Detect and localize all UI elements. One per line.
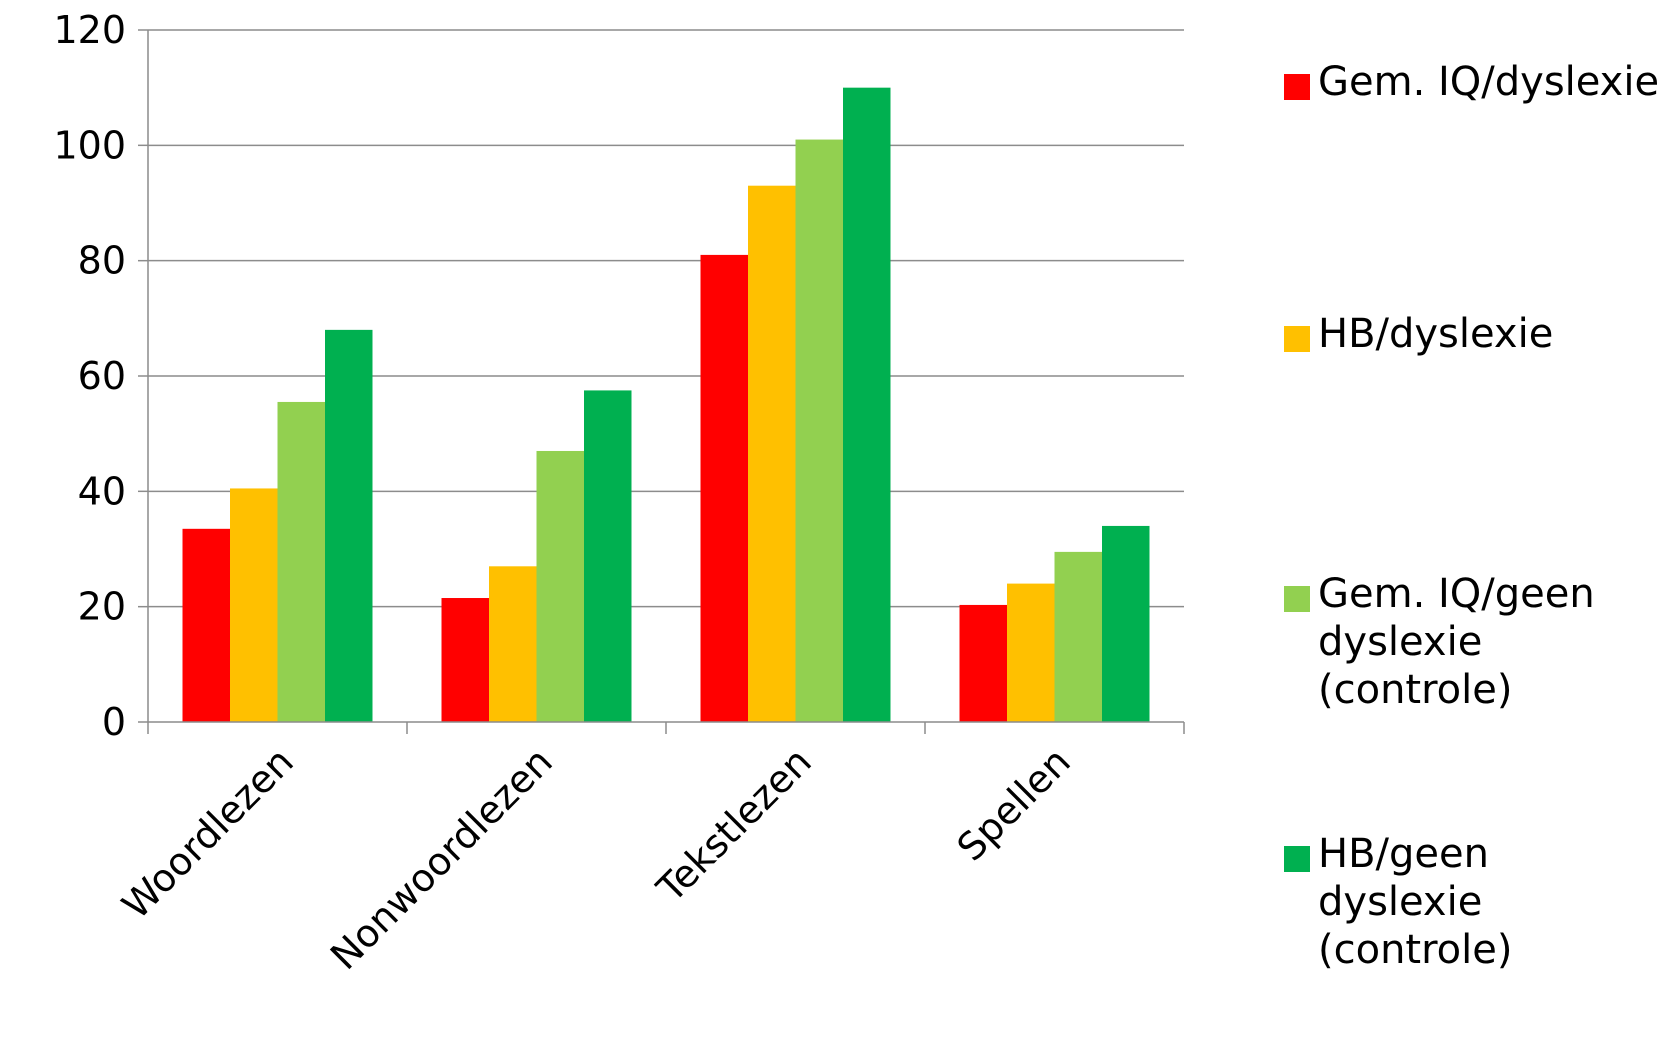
bar-spellen-series-1 <box>959 604 1007 722</box>
legend-item-gem-iq-dyslexie: Gem. IQ/dyslexie <box>1284 58 1664 106</box>
y-tick-label-0: 0 <box>102 700 126 744</box>
bar-tekstlezen-series-1 <box>700 254 748 722</box>
legend-item-hb-dyslexie: HB/dyslexie <box>1284 310 1664 358</box>
legend-item-gem-iq-geen-dyslexie: Gem. IQ/geen dyslexie (controle) <box>1284 570 1664 714</box>
x-category-label-tekstlezen: Tekstlezen <box>648 739 820 911</box>
bar-nonwoordlezen-series-2 <box>489 566 537 722</box>
y-tick-label-20: 20 <box>78 585 126 629</box>
y-tick-label-60: 60 <box>78 354 126 398</box>
legend-label-hb-dyslexie: HB/dyslexie <box>1318 311 1554 357</box>
y-tick-labels: 0 20 40 60 80 100 120 <box>53 8 126 744</box>
y-tick-label-80: 80 <box>78 239 126 283</box>
y-tick-label-100: 100 <box>53 123 126 167</box>
legend: Gem. IQ/dyslexie HB/dyslexie Gem. IQ/gee… <box>1284 48 1670 1008</box>
axes <box>138 29 1185 734</box>
legend-item-hb-geen-dyslexie: HB/geen dyslexie (controle) <box>1284 830 1664 974</box>
legend-swatch-gem-iq-geen-dyslexie <box>1284 586 1310 612</box>
bars <box>182 87 1150 723</box>
legend-swatch-hb-geen-dyslexie <box>1284 846 1310 872</box>
bar-spellen-series-2 <box>1007 583 1055 722</box>
bar-tekstlezen-series-4 <box>843 87 891 722</box>
legend-label-gem-iq-dyslexie: Gem. IQ/dyslexie <box>1318 59 1660 105</box>
x-category-labels: Woordlezen Nonwoordlezen Tekstlezen Spellen <box>114 739 1079 978</box>
bar-nonwoordlezen-series-1 <box>441 598 489 722</box>
bar-spellen-series-4 <box>1102 525 1150 722</box>
bar-tekstlezen-series-3 <box>795 139 843 723</box>
x-category-label-woordlezen: Woordlezen <box>114 739 302 927</box>
bar-nonwoordlezen-series-3 <box>536 450 584 722</box>
legend-label-hb-geen-dyslexie: HB/geen dyslexie (controle) <box>1318 831 1513 973</box>
y-tick-label-40: 40 <box>78 469 126 513</box>
legend-swatch-gem-iq-dyslexie <box>1284 74 1310 100</box>
bar-nonwoordlezen-series-4 <box>584 390 632 722</box>
legend-swatch-hb-dyslexie <box>1284 326 1310 352</box>
bar-woordlezen-series-2 <box>230 488 278 722</box>
x-category-label-nonwoordlezen: Nonwoordlezen <box>322 739 561 978</box>
bar-spellen-series-3 <box>1054 551 1102 722</box>
y-tick-label-120: 120 <box>53 8 126 52</box>
bar-woordlezen-series-3 <box>277 401 325 722</box>
x-category-label-spellen: Spellen <box>949 739 1079 869</box>
bar-woordlezen-series-1 <box>182 528 230 722</box>
legend-label-gem-iq-geen-dyslexie: Gem. IQ/geen dyslexie (controle) <box>1318 571 1595 713</box>
bar-tekstlezen-series-2 <box>748 185 796 722</box>
bar-woordlezen-series-4 <box>325 329 373 722</box>
